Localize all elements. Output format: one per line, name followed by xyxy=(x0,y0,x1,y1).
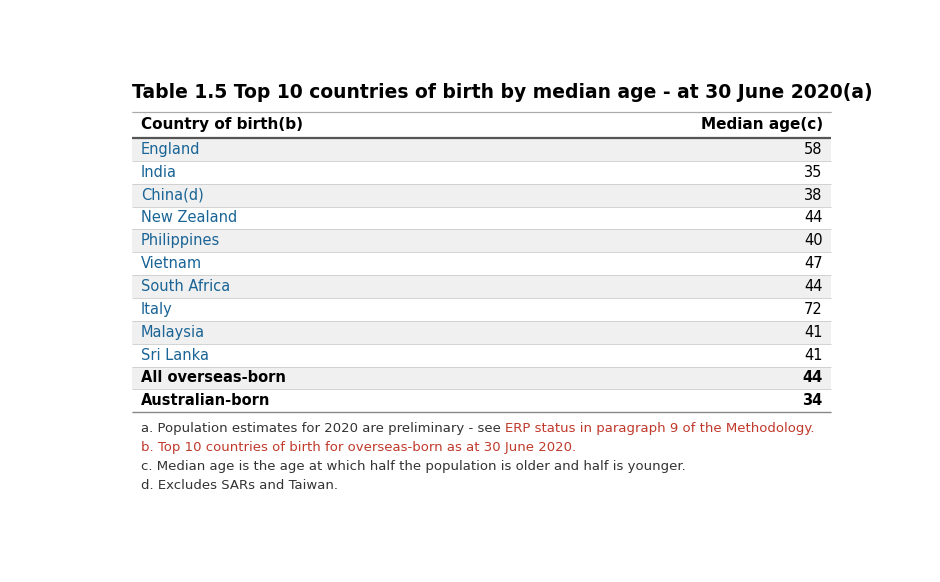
Text: Sri Lanka: Sri Lanka xyxy=(141,347,209,363)
Text: New Zealand: New Zealand xyxy=(141,211,237,225)
Bar xyxy=(132,138,832,161)
Text: 34: 34 xyxy=(803,393,822,409)
Bar xyxy=(132,298,832,321)
Text: c. Median age is the age at which half the population is older and half is young: c. Median age is the age at which half t… xyxy=(141,460,685,473)
Text: Vietnam: Vietnam xyxy=(141,256,202,271)
Text: 41: 41 xyxy=(805,347,822,363)
Text: Philippines: Philippines xyxy=(141,233,220,249)
Text: Country of birth(b): Country of birth(b) xyxy=(141,118,303,133)
Bar xyxy=(132,184,832,207)
Text: South Africa: South Africa xyxy=(141,279,230,294)
Text: 38: 38 xyxy=(805,187,822,203)
Text: Italy: Italy xyxy=(141,302,173,317)
Text: 72: 72 xyxy=(804,302,822,317)
Text: 40: 40 xyxy=(804,233,822,249)
Text: Australian-born: Australian-born xyxy=(141,393,270,409)
Text: All overseas-born: All overseas-born xyxy=(141,370,286,385)
Text: England: England xyxy=(141,142,200,157)
Text: Malaysia: Malaysia xyxy=(141,325,205,340)
Text: 44: 44 xyxy=(805,279,822,294)
Text: 58: 58 xyxy=(805,142,822,157)
Text: d. Excludes SARs and Taiwan.: d. Excludes SARs and Taiwan. xyxy=(141,478,337,492)
Bar xyxy=(132,275,832,298)
Text: 47: 47 xyxy=(804,256,822,271)
Text: b. Top 10 countries of birth for overseas-born as at 30 June 2020.: b. Top 10 countries of birth for oversea… xyxy=(141,441,576,454)
Bar xyxy=(132,229,832,252)
Bar xyxy=(132,321,832,343)
Text: 44: 44 xyxy=(805,211,822,225)
Bar xyxy=(132,343,832,367)
Text: ERP status in paragraph 9 of the Methodology.: ERP status in paragraph 9 of the Methodo… xyxy=(505,422,814,435)
Bar xyxy=(132,207,832,229)
Text: 41: 41 xyxy=(805,325,822,340)
Bar xyxy=(132,161,832,184)
Text: a. Population estimates for 2020 are preliminary - see: a. Population estimates for 2020 are pre… xyxy=(141,422,505,435)
Text: 35: 35 xyxy=(805,165,822,180)
Bar xyxy=(132,389,832,412)
Text: China(d): China(d) xyxy=(141,187,204,203)
Text: 44: 44 xyxy=(803,370,822,385)
Bar xyxy=(132,252,832,275)
Bar xyxy=(132,367,832,389)
Text: India: India xyxy=(141,165,177,180)
Bar xyxy=(132,112,832,138)
Text: Table 1.5 Top 10 countries of birth by median age - at 30 June 2020(a): Table 1.5 Top 10 countries of birth by m… xyxy=(132,83,872,102)
Text: Median age(c): Median age(c) xyxy=(700,118,822,133)
